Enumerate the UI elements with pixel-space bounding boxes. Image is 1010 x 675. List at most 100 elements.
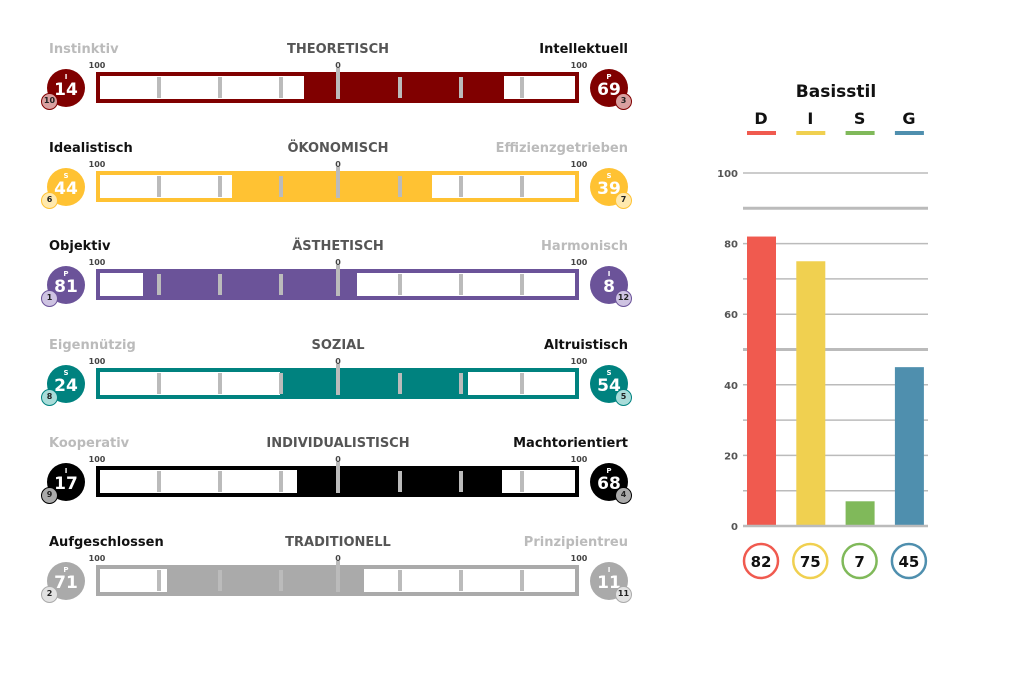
value-label: 7 xyxy=(854,553,864,571)
scale-tick-left: 100 xyxy=(88,61,106,70)
score-bar xyxy=(96,363,579,399)
value-circle xyxy=(841,542,878,580)
center-line xyxy=(336,462,340,494)
gridline xyxy=(398,77,402,98)
value-row: Instinktiv THEORETISCH Intellektuell 100 0 10… xyxy=(0,42,640,147)
legend-label: D xyxy=(754,109,767,128)
value-row: Eigennützig SOZIAL Altruistisch 100 0 100 S 24 8… xyxy=(0,338,640,443)
bar-G xyxy=(894,367,924,526)
scale-tick-right: 100 xyxy=(570,356,588,366)
value-label: 45 xyxy=(898,553,919,571)
value-row: Objektiv ÄSTHETISCH Harmonisch 100 0 100 P 81 1 I… xyxy=(0,239,640,344)
score-value: 39 xyxy=(597,178,621,199)
gridline xyxy=(157,570,161,591)
right-rank-badge: 12 xyxy=(615,290,632,308)
left-rank-badge: 6 xyxy=(41,191,58,209)
score-value: 11 xyxy=(597,573,621,593)
value-circle xyxy=(742,542,780,580)
left-pole-label: Objektiv xyxy=(49,239,111,255)
score-fill xyxy=(142,273,358,297)
scale-tick-left: 100 xyxy=(88,159,106,169)
gridline xyxy=(520,471,524,493)
y-tick-label: 60 xyxy=(724,310,738,321)
gridline xyxy=(520,570,524,591)
legend-label: G xyxy=(902,109,915,128)
scale-tick-left: 100 xyxy=(88,258,106,268)
gridline xyxy=(459,372,463,394)
gridline xyxy=(520,175,524,197)
right-rank-badge: 4 xyxy=(615,487,632,505)
center-line xyxy=(336,561,340,592)
gridline xyxy=(279,175,283,197)
legend-swatch xyxy=(796,131,826,135)
dimension-title: TRADITIONELL xyxy=(285,535,391,550)
gridline xyxy=(398,175,402,197)
gridline xyxy=(459,471,463,493)
left-pole-label: Eigennützig xyxy=(49,337,136,353)
score-type: S xyxy=(606,171,612,180)
gridline xyxy=(218,372,222,394)
value-label: 75 xyxy=(800,553,821,571)
gridline xyxy=(157,471,161,493)
scale-tick-center: 0 xyxy=(335,61,341,70)
value-circle xyxy=(792,542,829,580)
scale-tick-center: 0 xyxy=(335,356,341,366)
gridline xyxy=(398,570,402,591)
score-type: S xyxy=(63,368,69,377)
value-row: Idealistisch ÖKONOMISCH Effizienzgetrieben… xyxy=(0,141,640,246)
gridline xyxy=(218,77,222,98)
left-pole-label: Instinktiv xyxy=(49,42,119,57)
score-value: 14 xyxy=(54,80,78,100)
score-value: 69 xyxy=(597,80,621,100)
score-value: 71 xyxy=(54,573,78,593)
score-value: 68 xyxy=(597,474,621,495)
center-line xyxy=(336,265,340,297)
score-type: I xyxy=(64,467,68,476)
score-type: P xyxy=(63,270,69,279)
right-rank-badge: 3 xyxy=(615,93,632,110)
value-label: 82 xyxy=(751,553,772,571)
dimension-title: THEORETISCH xyxy=(286,42,390,57)
scale-tick-left: 100 xyxy=(88,356,106,366)
right-rank-badge: 5 xyxy=(615,388,632,406)
gridline xyxy=(218,274,222,296)
left-rank-badge: 2 xyxy=(41,586,58,603)
legend-label: I xyxy=(807,109,813,128)
left-score-badge: S 44 xyxy=(47,167,85,206)
score-value: 24 xyxy=(54,375,78,396)
gridline xyxy=(279,372,283,394)
center-line xyxy=(336,363,340,395)
gridline xyxy=(520,372,524,394)
left-pole-label: Aufgeschlossen xyxy=(49,535,164,550)
scale-tick-center: 0 xyxy=(335,455,341,465)
y-tick-label: 40 xyxy=(724,381,738,392)
scale-tick-right: 100 xyxy=(570,61,588,70)
center-line xyxy=(336,166,340,198)
y-tick-label: 20 xyxy=(724,451,738,462)
gridline xyxy=(157,77,161,98)
gridline xyxy=(279,274,283,296)
gridline xyxy=(398,274,402,296)
chart-title: Basisstil xyxy=(796,82,876,102)
value-row: Kooperativ INDIVIDUALISTISCH Machtorientie… xyxy=(0,436,640,541)
gridline xyxy=(520,274,524,296)
left-pole-label: Idealistisch xyxy=(49,140,133,156)
scale-tick-left: 100 xyxy=(88,455,106,465)
right-rank-badge: 7 xyxy=(615,191,632,209)
score-type: S xyxy=(63,171,69,180)
score-fill xyxy=(166,569,365,592)
score-value: 17 xyxy=(54,474,78,495)
y-tick-label: 80 xyxy=(724,240,738,251)
dimension-title: SOZIAL xyxy=(311,337,365,353)
scale-tick-right: 100 xyxy=(570,159,588,169)
right-pole-label: Intellektuell xyxy=(539,42,628,57)
bar-D xyxy=(747,236,776,527)
score-type: S xyxy=(606,368,612,377)
gridline xyxy=(459,274,463,296)
legend-label: S xyxy=(854,109,866,128)
score-fill xyxy=(304,76,505,99)
gridline xyxy=(520,77,524,98)
left-rank-badge: 1 xyxy=(41,290,58,308)
